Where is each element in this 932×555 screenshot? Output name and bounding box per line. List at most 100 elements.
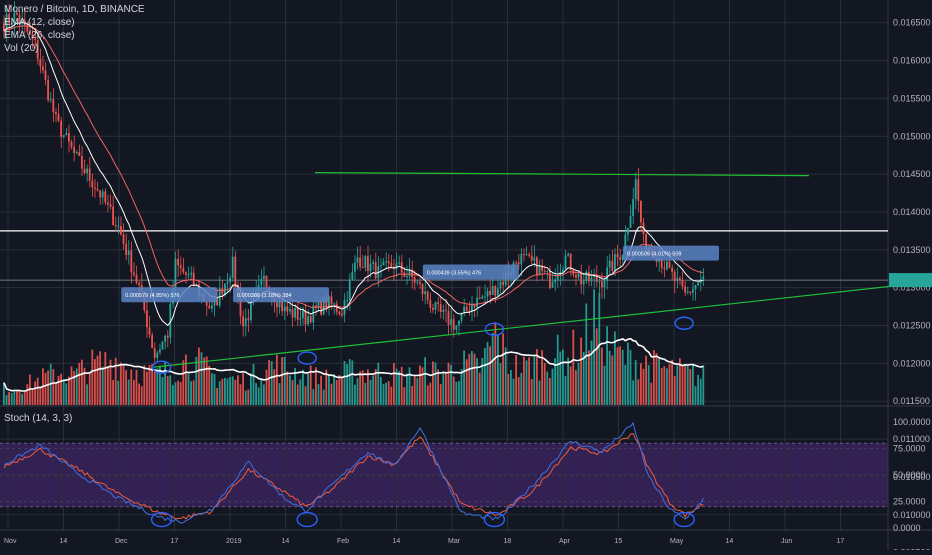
measure-label-3: 0.000509 (4.01%) 509 — [627, 252, 681, 258]
candle-body-239 — [624, 234, 627, 255]
candle-body-127 — [333, 303, 335, 305]
volume-bar-38 — [101, 366, 104, 405]
volume-bar-213 — [556, 334, 559, 405]
candle-body-147 — [385, 261, 387, 263]
candle-body-73 — [192, 272, 195, 286]
candle-body-257 — [671, 267, 673, 272]
legend-symbol[interactable]: Monero / Bitcoin, 1D, BINANCE — [4, 4, 145, 15]
volume-bar-68 — [179, 381, 182, 405]
volume-bar-204 — [533, 356, 536, 405]
candle-body-112 — [294, 307, 296, 318]
volume-bar-143 — [374, 369, 377, 405]
candle-body-266 — [694, 285, 697, 290]
candle-body-56 — [148, 327, 151, 335]
volume-bar-253 — [660, 367, 663, 405]
legend-ema-12[interactable]: EMA (12, close) — [4, 17, 75, 28]
stoch-k-line — [3, 421, 704, 524]
candle-body-236 — [616, 254, 619, 258]
candle-body-40 — [107, 202, 109, 205]
volume-bar-172 — [450, 364, 452, 405]
candle-body-165 — [432, 307, 434, 310]
volume-bar-254 — [663, 366, 666, 405]
volume-bar-218 — [569, 366, 572, 405]
legend-volume[interactable]: Vol (20) — [4, 43, 39, 54]
volume-bar-77 — [203, 357, 205, 405]
volume-bar-248 — [647, 365, 650, 405]
candle-body-34 — [91, 180, 94, 188]
price-tick-8: 0.012500 — [893, 321, 931, 331]
volume-bar-118 — [309, 365, 312, 405]
price-tick-6: 0.013500 — [893, 245, 931, 255]
volume-bar-56 — [148, 365, 151, 405]
candle-body-130 — [341, 313, 343, 316]
candle-body-176 — [460, 313, 463, 321]
measure-label-0: 0.000579 (4.85%) 576 — [125, 293, 179, 299]
volume-bar-269 — [702, 365, 705, 405]
volume-bar-251 — [655, 353, 658, 405]
volume-bar-185 — [484, 348, 486, 405]
volume-bar-21 — [57, 375, 60, 405]
candle-body-15 — [42, 66, 44, 71]
candle-body-142 — [372, 262, 374, 264]
volume-bar-106 — [278, 383, 281, 405]
candle-body-95 — [250, 301, 252, 321]
volume-bar-115 — [302, 369, 304, 405]
volume-bar-193 — [504, 347, 507, 405]
candle-body-6 — [18, 14, 21, 23]
volume-bar-207 — [541, 350, 543, 405]
candle-body-197 — [515, 262, 517, 264]
volume-bar-65 — [172, 385, 174, 405]
volume-bar-130 — [341, 376, 343, 405]
stoch-d-line — [3, 433, 704, 520]
volume-bar-245 — [640, 363, 642, 405]
volume-bar-24 — [65, 383, 68, 405]
candle-body-135 — [354, 262, 356, 272]
volume-bar-127 — [333, 374, 335, 405]
candle-body-11 — [31, 33, 34, 39]
volume-bar-141 — [369, 379, 372, 405]
volume-bar-165 — [432, 361, 434, 405]
volume-bar-266 — [694, 386, 697, 405]
candle-body-186 — [486, 290, 489, 297]
volume-bar-52 — [138, 383, 140, 405]
volume-bar-13 — [36, 377, 39, 405]
volume-bar-210 — [549, 377, 551, 405]
candle-body-35 — [94, 187, 96, 189]
measure-label-2: 0.000439 (3.55%) 476 — [427, 271, 481, 277]
volume-bar-179 — [468, 353, 471, 405]
candle-body-13 — [36, 40, 39, 60]
candle-body-72 — [190, 272, 192, 275]
volume-bar-182 — [476, 358, 478, 405]
candle-body-132 — [346, 300, 348, 302]
candle-body-178 — [465, 306, 468, 311]
legend-ema-26[interactable]: EMA (26, close) — [4, 30, 75, 41]
candle-body-235 — [614, 254, 616, 271]
candle-body-21 — [57, 114, 60, 121]
volume-bar-147 — [385, 382, 387, 405]
volume-bar-206 — [538, 380, 541, 405]
candle-body-133 — [348, 279, 351, 301]
volume-bar-173 — [452, 376, 455, 405]
candle-body-207 — [541, 265, 543, 271]
time-tick-13: 14 — [726, 538, 734, 545]
time-tick-8: Mar — [448, 538, 461, 545]
candle-body-134 — [351, 271, 354, 280]
ema-lines — [3, 21, 704, 327]
volume-bar-61 — [161, 376, 164, 405]
price-tick-4: 0.014500 — [893, 169, 931, 179]
volume-bar-158 — [413, 376, 416, 405]
volume-bar-265 — [692, 365, 694, 405]
candle-body-208 — [543, 270, 546, 272]
volume-bar-159 — [416, 378, 419, 405]
legend-stoch[interactable]: Stoch (14, 3, 3) — [4, 413, 73, 424]
volume-bar-96 — [252, 363, 255, 405]
volume-bar-170 — [445, 372, 447, 405]
volume-bar-255 — [666, 368, 668, 405]
candle-body-191 — [499, 281, 502, 289]
volume-bar-164 — [429, 382, 432, 405]
volume-bar-226 — [590, 340, 593, 405]
candle-body-177 — [463, 306, 465, 314]
volume-bar-82 — [216, 388, 218, 405]
